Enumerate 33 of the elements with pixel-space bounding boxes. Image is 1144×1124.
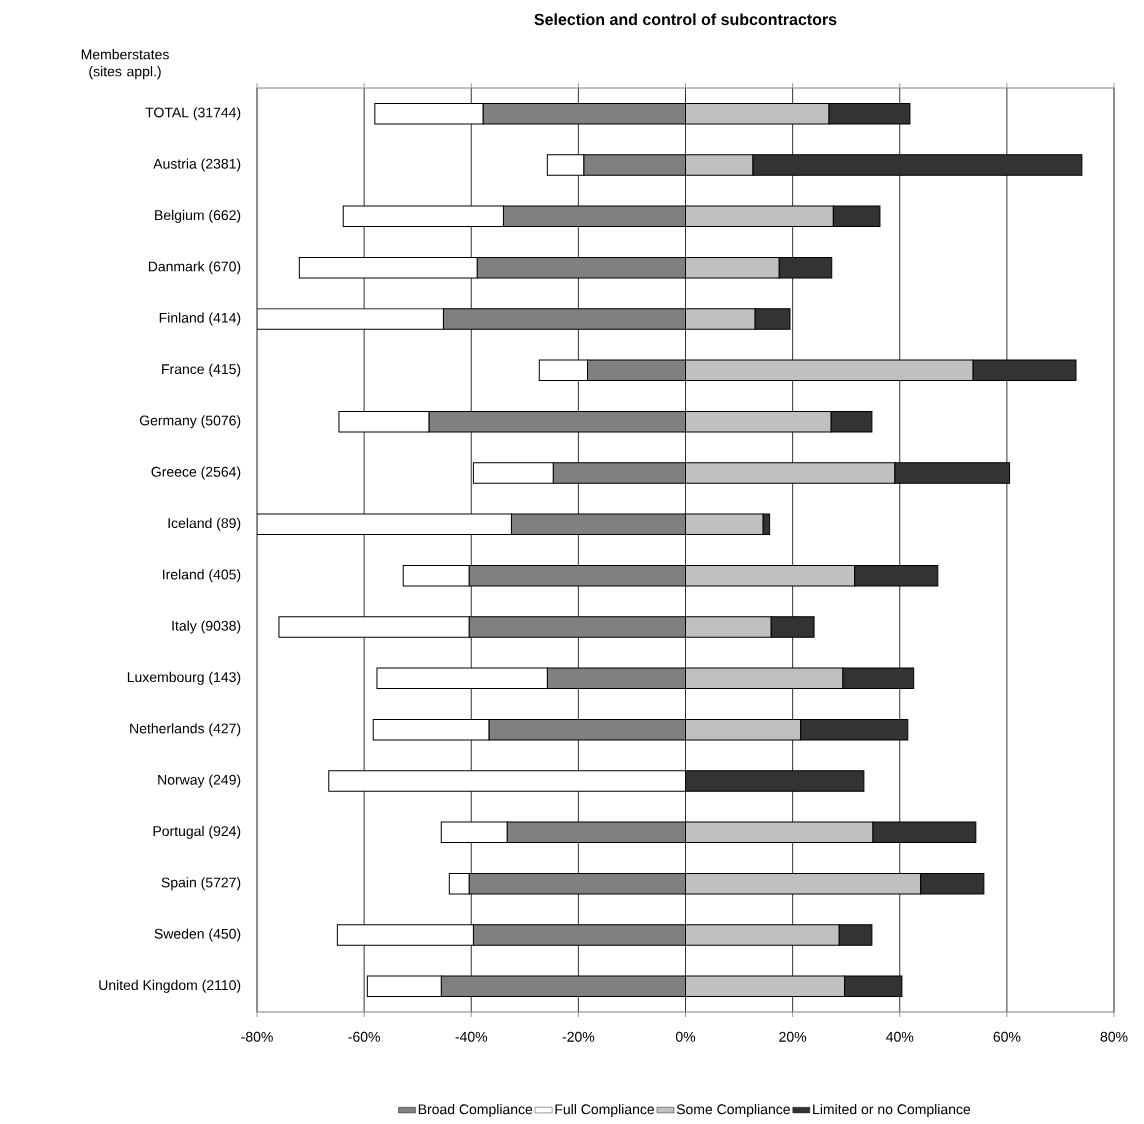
legend-label: Full Compliance [555, 1103, 655, 1118]
y-tick-label: Netherlands (427) [130, 723, 241, 737]
x-tick-label: 40% [886, 1031, 914, 1042]
x-tick-label: 60% [993, 1031, 1021, 1042]
y-tick-label: United Kingdom (2110) [99, 979, 241, 993]
y-tick-label: Austria (2381) [153, 158, 241, 172]
y-tick-label: Italy (9038) [172, 620, 241, 634]
y-tick-label: Danmark (670) [148, 261, 241, 275]
y-tick-label: Finland (414) [159, 312, 241, 326]
x-tick-label: 20% [779, 1031, 807, 1042]
y-tick-label: Ireland (405) [163, 569, 241, 583]
y-tick-label: TOTAL (31744) [145, 107, 241, 121]
x-tick-label: -80% [241, 1031, 273, 1042]
y-tick-label: Iceland (89) [168, 517, 241, 531]
y-tick-label: Luxembourg (143) [127, 671, 241, 685]
y-tick-label: Portugal (924) [153, 825, 241, 839]
y-tick-label: Germany (5076) [139, 415, 241, 429]
x-tick-label: -20% [562, 1031, 595, 1042]
chart-title: Selection and control of subcontractors [534, 13, 837, 26]
y-tick-label: Spain (5727) [161, 877, 241, 891]
y-tick-label: Norway (249) [158, 774, 241, 788]
y-tick-label: Greece (2564) [151, 466, 241, 480]
legend-label: Broad Compliance [418, 1103, 533, 1118]
legend-label: Limited or no Compliance [813, 1103, 971, 1118]
x-tick-label: -40% [455, 1031, 488, 1042]
y-tick-label: Sweden (450) [154, 928, 241, 942]
x-tick-label: 80% [1100, 1031, 1128, 1042]
legend-label: Some Compliance [676, 1103, 790, 1118]
x-tick-label: 0% [675, 1031, 696, 1042]
y-tick-label: Belgium (662) [155, 209, 241, 223]
y-tick-label: France (415) [162, 363, 241, 377]
y-axis-title: Memberstates (sites appl.) [81, 49, 169, 80]
x-tick-label: -60% [348, 1031, 380, 1042]
